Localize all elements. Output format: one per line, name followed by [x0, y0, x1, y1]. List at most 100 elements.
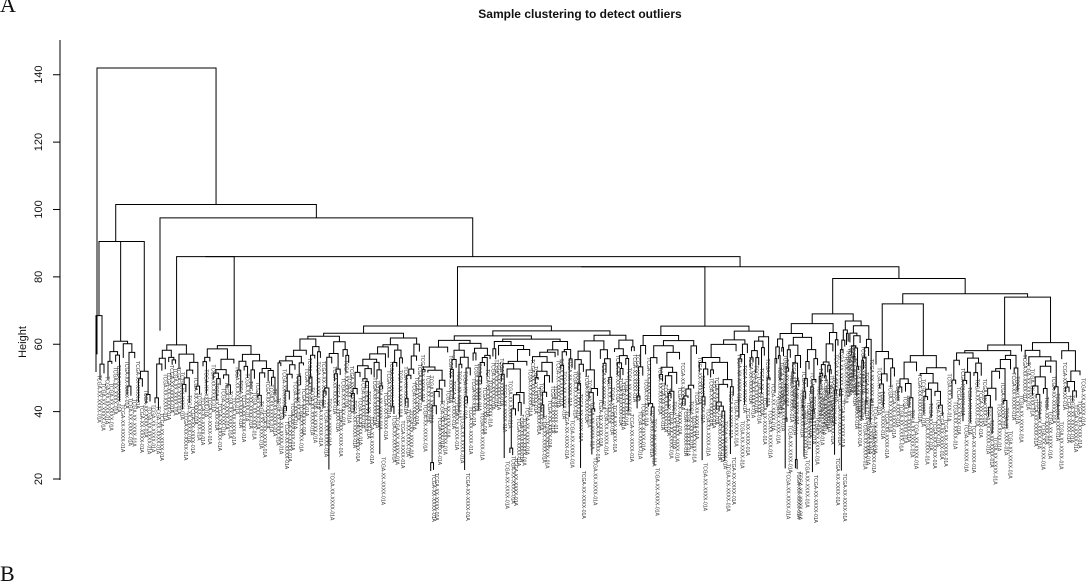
leaf-label: TCGA-XX-XXXX-01A [962, 424, 968, 472]
leaf-label: TCGA-XX-XXXX-01A [775, 396, 781, 444]
dendrogram-branch [1031, 342, 1070, 351]
leaf-label: TCGA-XX-XXXX-01A [753, 365, 759, 413]
leaf-label: TCGA-XX-XXXX-01A [727, 391, 733, 439]
y-tick-label: 40 [33, 405, 45, 417]
leaf-label: TCGA-XX-XXXX-01A [504, 461, 510, 509]
dendrogram-branch [784, 417, 788, 469]
dendrogram-branch [465, 367, 471, 397]
leaf-label: TCGA-XX-XXXX-01A [524, 407, 530, 455]
dendrogram-branch [389, 337, 418, 345]
leaf-label: TCGA-XX-XXXX-01A [938, 412, 944, 460]
dendrogram-branch [792, 336, 813, 350]
dendrogram-branch [951, 379, 957, 399]
leaf-label: TCGA-XX-XXXX-01A [326, 398, 332, 446]
dendrogram-branch [161, 349, 172, 359]
leaf-label: TCGA-XX-XXXX-01A [863, 372, 869, 420]
leaf-label: TCGA-XX-XXXX-01A [631, 354, 637, 402]
dendrogram-branch [560, 364, 565, 409]
leaf-label: TCGA-XX-XXXX-01A [306, 358, 312, 406]
dendrogram-branch [220, 358, 235, 370]
leaf-label: TCGA-XX-XXXX-01A [552, 386, 558, 434]
leaf-label: TCGA-XX-XXXX-01A [995, 403, 1001, 451]
leaf-label: TCGA-XX-XXXX-01A [770, 383, 776, 431]
dendrogram-branch [323, 332, 405, 339]
dendrogram-branch [738, 358, 743, 418]
leaf-label: TCGA-XX-XXXX-01A [851, 358, 857, 406]
leaf-label: TCGA-XX-XXXX-01A [879, 391, 885, 439]
dendrogram-branch [687, 384, 695, 389]
leaf-label: TCGA-XX-XXXX-01A [303, 368, 309, 416]
dendrogram-branch [540, 404, 545, 418]
dendrogram-branch [139, 370, 149, 395]
leaf-label: TCGA-XX-XXXX-01A [289, 403, 295, 451]
leaf-label: TCGA-XX-XXXX-01A [1080, 378, 1086, 426]
leaf-label: TCGA-XX-XXXX-01A [662, 384, 668, 432]
dendrogram-branch [362, 358, 378, 366]
leaf-label: TCGA-XX-XXXX-01A [608, 387, 614, 435]
leaf-label: TCGA-XX-XXXX-01A [538, 383, 544, 431]
leaf-label: TCGA-XX-XXXX-01A [826, 385, 832, 433]
dendrogram-branch [563, 348, 572, 359]
dendrogram-branch [159, 217, 474, 331]
dendrogram-branch [186, 369, 194, 378]
leaf-label: TCGA-XX-XXXX-01A [399, 421, 405, 469]
leaf-label: TCGA-XX-XXXX-01A [574, 372, 580, 420]
dendrogram-branch [638, 366, 644, 397]
leaf-label: TCGA-XX-XXXX-01A [509, 456, 515, 504]
leaf-label: TCGA-XX-XXXX-01A [142, 390, 148, 438]
dendrogram-branch [456, 266, 706, 327]
leaf-label: TCGA-XX-XXXX-01A [946, 374, 952, 422]
leaf-label: TCGA-XX-XXXX-01A [498, 358, 504, 406]
leaf-label: TCGA-XX-XXXX-01A [388, 361, 394, 409]
dendrogram-branch [723, 339, 746, 345]
leaf-label: TCGA-XX-XXXX-01A [831, 377, 837, 425]
dendrogram-branch [259, 372, 266, 396]
dendrogram-branch [216, 345, 252, 355]
leaf-label: TCGA-XX-XXXX-01A [521, 418, 527, 466]
leaf-label: TCGA-XX-XXXX-01A [458, 415, 464, 463]
leaf-label: TCGA-XX-XXXX-01A [1014, 376, 1020, 424]
dendrogram-branch [975, 362, 982, 376]
leaf-label: TCGA-XX-XXXX-01A [297, 404, 303, 452]
leaf-label: TCGA-XX-XXXX-01A [362, 384, 368, 432]
leaf-label: TCGA-XX-XXXX-01A [819, 398, 825, 446]
dendrogram-branch [122, 343, 133, 358]
leaf-label: TCGA-XX-XXXX-01A [1028, 369, 1034, 417]
dendrogram-branch [539, 351, 556, 358]
dendrogram-branch [410, 355, 418, 370]
dendrogram-branch [829, 331, 838, 344]
leaf-label: TCGA-XX-XXXX-01A [354, 414, 360, 462]
leaf-label: TCGA-XX-XXXX-01A [820, 387, 826, 435]
dendrogram-branch [310, 354, 316, 377]
leaf-label: TCGA-XX-XXXX-01A [456, 371, 462, 419]
leaf-label: TCGA-XX-XXXX-01A [376, 382, 382, 430]
leaf-label: TCGA-XX-XXXX-01A [257, 401, 263, 449]
leaf-label: TCGA-XX-XXXX-01A [959, 368, 965, 416]
dendrogram-branch [806, 349, 817, 362]
leaf-label: TCGA-XX-XXXX-01A [450, 381, 456, 429]
dendrogram-branch [883, 358, 894, 374]
leaf-label: TCGA-XX-XXXX-01A [586, 380, 592, 428]
dendrogram-branch [845, 332, 849, 346]
leaf-label: TCGA-XX-XXXX-01A [790, 361, 796, 409]
leaf-label: TCGA-XX-XXXX-01A [470, 378, 476, 426]
dendrogram-branch [1064, 386, 1070, 393]
leaf-label: TCGA-XX-XXXX-01A [213, 383, 219, 431]
dendrogram-branch [875, 351, 889, 365]
leaf-label: TCGA-XX-XXXX-01A [659, 382, 665, 430]
dendrogram-branch [647, 403, 654, 407]
leaf-label: TCGA-XX-XXXX-01A [572, 371, 578, 419]
leaf-label: TCGA-XX-XXXX-01A [1032, 399, 1038, 447]
dendrogram-branch [204, 356, 211, 362]
leaf-label: TCGA-XX-XXXX-01A [977, 390, 983, 438]
dendrogram-branch [428, 346, 449, 368]
leaf-label: TCGA-XX-XXXX-01A [230, 398, 236, 446]
dendrogram-branch [1004, 296, 1052, 346]
dendrogram-branch [363, 325, 552, 334]
dendrogram-branch [681, 398, 686, 406]
leaf-label: TCGA-XX-XXXX-01A [648, 410, 654, 458]
leaf-label: TCGA-XX-XXXX-01A [785, 471, 791, 519]
leaf-label: TCGA-XX-XXXX-01A [529, 359, 535, 407]
dendrogram-branch [413, 343, 420, 357]
leaf-label: TCGA-XX-XXXX-01A [843, 356, 849, 404]
